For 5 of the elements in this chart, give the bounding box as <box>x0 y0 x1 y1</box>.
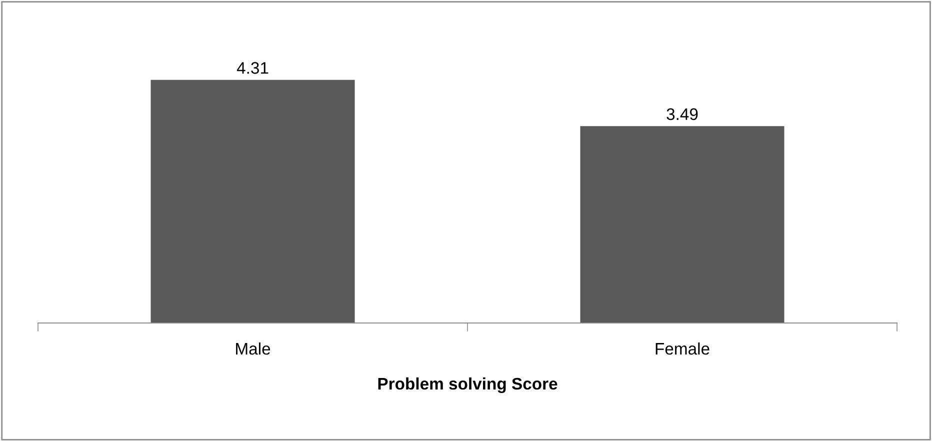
x-axis-title: Problem solving Score <box>378 377 558 394</box>
data-label: 3.49 <box>666 108 698 120</box>
data-label: 4.31 <box>236 62 268 74</box>
x-tick-label: Female <box>656 342 710 355</box>
x-tick-label: Male <box>236 342 270 355</box>
